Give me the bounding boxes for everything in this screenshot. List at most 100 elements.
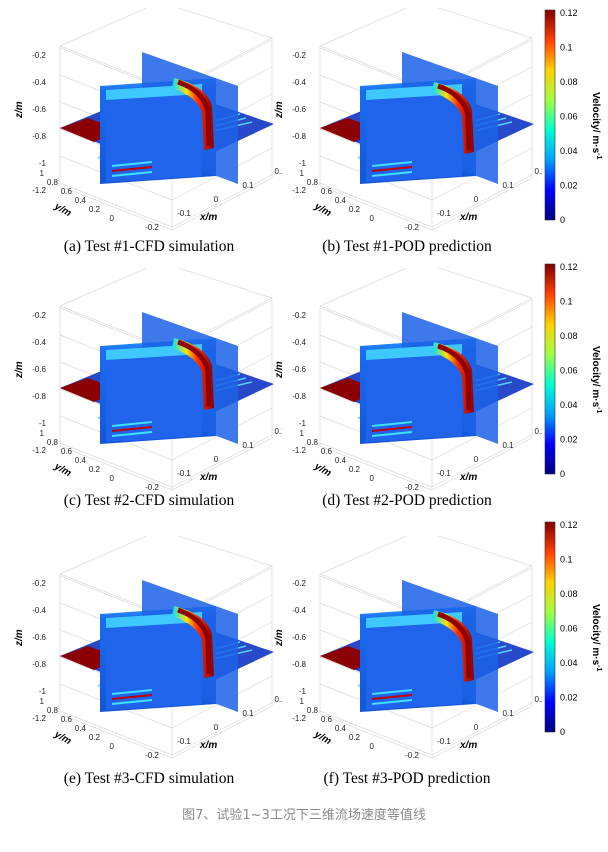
x-tick-label: -0.1 <box>177 469 191 478</box>
z-tick-label: -1 <box>39 687 47 696</box>
plot-c: -0.2-0.4-0.6-0.8-1-1.2z/m10.80.60.40.20y… <box>14 268 282 492</box>
y-tick-label: 0.2 <box>89 465 101 474</box>
bottom-streak <box>371 694 413 700</box>
z-tick-label: -0.2 <box>292 579 306 588</box>
caption-b: (b) Test #1-POD prediction <box>322 238 492 255</box>
z-tick-label: -1.2 <box>32 446 46 455</box>
bottom-streak <box>371 689 413 695</box>
y-tick-label: 0.6 <box>321 187 333 196</box>
colorbar-tick-label: 0.08 <box>560 589 578 599</box>
z-tick-label: -0.8 <box>292 392 306 401</box>
z-tick-label: -0.6 <box>32 365 46 374</box>
x-tick-label: 0.2 <box>534 167 542 176</box>
colorbar-label: Velocity/ m·s-1 <box>590 346 602 413</box>
x-tick-label: 0.2 <box>534 427 542 436</box>
bottom-streak <box>371 171 413 177</box>
z-tick-label: -1.2 <box>32 714 46 723</box>
y-tick-label: 0.4 <box>335 456 347 465</box>
bottom-streak <box>111 171 153 177</box>
z-tick-label: -0.2 <box>32 311 46 320</box>
z-tick-label: -0.8 <box>32 132 46 141</box>
x-tick-label: 0.2 <box>534 695 542 704</box>
jet-peak <box>177 607 212 675</box>
y-tick-label: 0.4 <box>335 196 347 205</box>
panel-b: -0.2 -0.4 -0.6 -0.8 -1 -1.2 z/m 1 0.8 0.6 0.4 0.2 0 y… <box>262 8 542 238</box>
y-tick-label: 0.8 <box>47 706 59 715</box>
caption-a: (a) Test #1-CFD simulation <box>63 238 235 255</box>
colorbar-svg: 0.12 0.1 0.08 0.06 0.04 0.02 0 Velocity/ m·s-1 <box>544 520 602 737</box>
bottom-streak <box>111 166 153 172</box>
y-tick-label: 0 <box>370 742 375 751</box>
colorbar-label-sup: -1 <box>595 153 602 159</box>
y-tick-label: 0.8 <box>307 178 319 187</box>
x-tick-label: -0.2 <box>405 483 419 492</box>
x-tick-label: -0.2 <box>405 223 419 232</box>
y-tick-label: 0.2 <box>89 205 101 214</box>
x-axis-label: x/m <box>199 472 217 483</box>
jet-peak <box>437 611 472 679</box>
z-tick-label: -1 <box>299 419 307 428</box>
x-tick-label: -0.2 <box>405 751 419 760</box>
jet-peak <box>177 339 212 407</box>
x-tick-label: -0.2 <box>145 751 159 760</box>
x-tick-label: 0 <box>214 195 219 204</box>
colorbar-tick-label: 0.1 <box>560 555 573 565</box>
front-face <box>366 344 462 442</box>
y-tick-label: 0.8 <box>307 438 319 447</box>
z-tick-label: -0.6 <box>32 105 46 114</box>
plot-d: -0.2-0.4-0.6-0.8-1-1.2z/m10.80.60.40.20y… <box>274 268 542 492</box>
front-face <box>366 84 462 182</box>
y-axis-label: y/m <box>312 461 333 480</box>
colorbar-3: 0.12 0.1 0.08 0.06 0.04 0.02 0 Velocity/ m·s-1 <box>541 520 605 745</box>
z-tick-label: -0.6 <box>292 105 306 114</box>
plot-e: -0.2-0.4-0.6-0.8-1-1.2z/m10.80.60.40.20y… <box>14 536 282 760</box>
jet-peak <box>437 83 472 151</box>
bottom-streak <box>371 426 413 432</box>
front-face <box>106 84 202 182</box>
y-tick-label: 0 <box>370 214 375 223</box>
x-tick-label: -0.2 <box>145 223 159 232</box>
y-tick-label: 0.8 <box>47 438 59 447</box>
x-tick-label: 0.1 <box>242 709 254 718</box>
y-tick-label: 0.8 <box>47 178 59 187</box>
x-tick-label: 0.2 <box>274 167 282 176</box>
colorbar-tick-label: 0.02 <box>560 693 578 703</box>
bottom-streak <box>111 421 153 427</box>
bottom-streak <box>371 431 413 437</box>
x-tick-label: 0.2 <box>274 427 282 436</box>
panel-e: -0.2 -0.4 -0.6 -0.8 -1 -1.2 z/m 1 0.8 0.6 0.4 0.2 0 y… <box>2 536 282 766</box>
colorbar-label: Velocity/ m·s-1 <box>590 604 602 671</box>
caption-f: (f) Test #3-POD prediction <box>323 770 491 787</box>
colorbar-tick-label: 0.1 <box>560 297 573 307</box>
colorbar-2: 0.12 0.1 0.08 0.06 0.04 0.02 0 Velocity/ m·s-1 <box>541 262 605 487</box>
figure-caption: 图7、试验1~3工况下三维流场速度等值线 <box>182 808 426 823</box>
panel-c: -0.2 -0.4 -0.6 -0.8 -1 -1.2 z/m 1 0.8 0.6 0.4 0.2 0 y… <box>2 268 282 498</box>
x-axis-label: x/m <box>459 740 477 751</box>
z-tick-label: -1 <box>299 159 307 168</box>
colorbar-tick-label: 0.02 <box>560 181 578 191</box>
x-tick-label: 0.1 <box>502 181 514 190</box>
panel-f: -0.2 -0.4 -0.6 -0.8 -1 -1.2 z/m 1 0.8 0.6 0.4 0.2 0 y… <box>262 536 542 766</box>
z-axis-label: z/m <box>274 361 285 379</box>
y-tick-label: 1 <box>300 169 305 178</box>
y-tick-label: 0 <box>110 214 115 223</box>
panel-d: -0.2 -0.4 -0.6 -0.8 -1 -1.2 z/m 1 0.8 0.6 0.4 0.2 0 y… <box>262 268 542 498</box>
z-tick-label: -0.2 <box>292 311 306 320</box>
colorbar-tick-label: 0 <box>560 215 565 225</box>
bottom-streak <box>371 421 413 427</box>
bottom-streak <box>111 689 153 695</box>
z-tick-label: -0.4 <box>32 78 46 87</box>
y-tick-label: 0.4 <box>75 456 87 465</box>
bottom-streak <box>371 699 413 705</box>
z-axis-label: z/m <box>14 101 25 119</box>
y-tick-label: 1 <box>40 697 45 706</box>
caption-d: (d) Test #2-POD prediction <box>322 492 492 509</box>
x-tick-label: -0.1 <box>437 737 451 746</box>
y-axis-label: y/m <box>52 201 73 220</box>
bottom-streak <box>111 161 153 167</box>
y-tick-label: 0.8 <box>307 706 319 715</box>
bottom-streak <box>111 431 153 437</box>
y-tick-label: 1 <box>300 429 305 438</box>
z-tick-label: -1 <box>299 687 307 696</box>
y-tick-label: 0 <box>110 742 115 751</box>
